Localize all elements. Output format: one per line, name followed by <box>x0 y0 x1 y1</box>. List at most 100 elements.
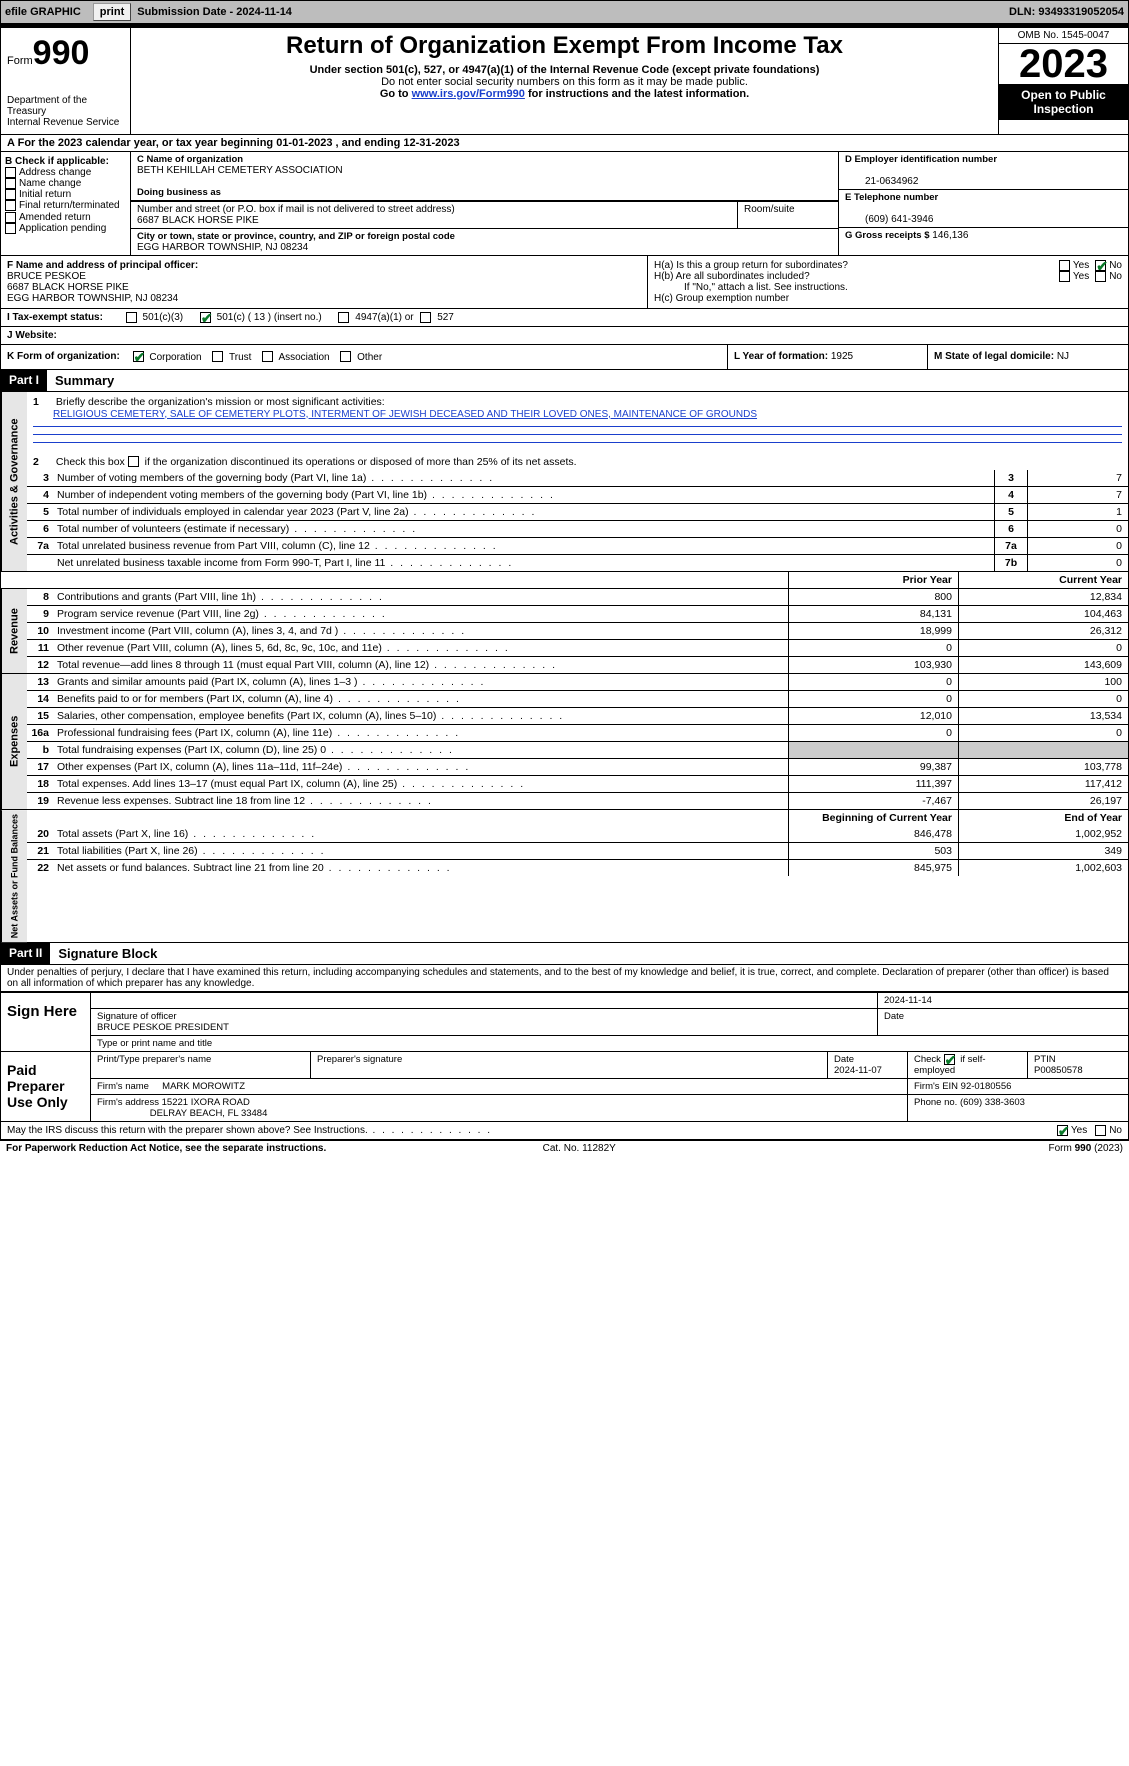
date-label: Date <box>878 1009 1128 1035</box>
gross-receipts-label: G Gross receipts $ <box>845 230 929 241</box>
hb-yes[interactable]: Yes <box>1059 271 1089 282</box>
officer-addr2: EGG HARBOR TOWNSHIP, NJ 08234 <box>7 293 178 304</box>
end-year-hdr: End of Year <box>958 810 1128 826</box>
ha-yes[interactable]: Yes <box>1059 260 1089 271</box>
line-22: 22Net assets or fund balances. Subtract … <box>27 859 1128 876</box>
prep-print-label: Print/Type preparer's name <box>91 1052 311 1078</box>
firm-ein-label: Firm's EIN <box>914 1081 958 1092</box>
period-text: For the 2023 calendar year, or tax year … <box>18 137 460 149</box>
ha-label: H(a) Is this a group return for subordin… <box>654 260 1059 271</box>
ein: 21-0634962 <box>845 176 1122 187</box>
form990-link[interactable]: www.irs.gov/Form990 <box>412 88 525 100</box>
dba-label: Doing business as <box>137 187 832 198</box>
line-8: 8Contributions and grants (Part VIII, li… <box>27 589 1128 605</box>
prior-current-header: Prior Year Current Year <box>0 572 1129 589</box>
part1-header: Part I Summary <box>0 370 1129 392</box>
type-print-label: Type or print name and title <box>91 1036 1128 1051</box>
firm-addr1: 15221 IXORA ROAD <box>162 1097 250 1108</box>
tab-revenue: Revenue <box>1 589 27 673</box>
box-h: H(a) Is this a group return for subordin… <box>648 256 1128 308</box>
part2-title: Signature Block <box>50 943 1128 964</box>
discuss-yes[interactable]: Yes <box>1057 1125 1087 1136</box>
hb-no[interactable]: No <box>1095 271 1122 282</box>
form-footer: Form 990 (2023) <box>1049 1143 1123 1154</box>
part1-badge: Part I <box>1 370 47 391</box>
box-m: M State of legal domicile: NJ <box>928 345 1128 368</box>
chk-final-return[interactable]: Final return/terminated <box>5 200 126 211</box>
efile-label: efile GRAPHIC <box>5 6 81 18</box>
line-11: 11Other revenue (Part VIII, column (A), … <box>27 639 1128 656</box>
website-label: J Website: <box>7 330 57 341</box>
begin-year-hdr: Beginning of Current Year <box>788 810 958 826</box>
box-b-label: B Check if applicable: <box>5 156 126 167</box>
form-990: 990 <box>33 34 90 72</box>
klm-row: K Form of organization: Corporation Trus… <box>0 345 1129 369</box>
hb-note: If "No," attach a list. See instructions… <box>654 282 1122 293</box>
form-header: Form990 Department of the Treasury Inter… <box>0 28 1129 135</box>
domicile: NJ <box>1057 351 1069 362</box>
discuss-no[interactable]: No <box>1095 1125 1122 1136</box>
chk-association[interactable]: Association <box>262 352 329 363</box>
sign-here-label: Sign Here <box>1 993 91 1051</box>
topbar: efile GRAPHIC print Submission Date - 20… <box>0 0 1129 24</box>
print-button[interactable]: print <box>93 3 131 21</box>
submission-date: Submission Date - 2024-11-14 <box>137 6 292 18</box>
chk-name-change[interactable]: Name change <box>5 178 126 189</box>
chk-address-change[interactable]: Address change <box>5 167 126 178</box>
line-13: 13Grants and similar amounts paid (Part … <box>27 674 1128 690</box>
line-15: 15Salaries, other compensation, employee… <box>27 707 1128 724</box>
tax-year: 2023 <box>999 44 1128 84</box>
prior-year-hdr: Prior Year <box>788 572 958 588</box>
line-9: 9Program service revenue (Part VIII, lin… <box>27 605 1128 622</box>
goto-pre: Go to <box>380 88 412 100</box>
officer-addr1: 6687 BLACK HORSE PIKE <box>7 282 129 293</box>
chk-app-pending[interactable]: Application pending <box>5 223 126 234</box>
chk-initial-return[interactable]: Initial return <box>5 189 126 200</box>
line-10: 10Investment income (Part VIII, column (… <box>27 622 1128 639</box>
summary-line-7b: Net unrelated business taxable income fr… <box>27 554 1128 571</box>
firm-addr2: DELRAY BEACH, FL 33484 <box>150 1108 268 1119</box>
prep-date-label: Date <box>834 1054 854 1065</box>
ptin: P00850578 <box>1034 1065 1083 1076</box>
chk-discontinued[interactable] <box>128 456 139 467</box>
chk-501c[interactable]: 501(c) ( 13 ) (insert no.) <box>200 312 322 323</box>
irs-label: Internal Revenue Service <box>7 117 124 128</box>
line-18: 18Total expenses. Add lines 13–17 (must … <box>27 775 1128 792</box>
officer-label: F Name and address of principal officer: <box>7 260 198 271</box>
chk-4947[interactable]: 4947(a)(1) or <box>338 312 413 323</box>
chk-self-employed[interactable] <box>944 1054 955 1065</box>
chk-amended[interactable]: Amended return <box>5 212 126 223</box>
line-12: 12Total revenue—add lines 8 through 11 (… <box>27 656 1128 673</box>
firm-ein: 92-0180556 <box>961 1081 1012 1092</box>
sign-date: 2024-11-14 <box>878 993 1128 1008</box>
tab-netassets: Net Assets or Fund Balances <box>1 810 27 942</box>
mission-text: RELIGIOUS CEMETERY, SALE OF CEMETERY PLO… <box>53 409 757 420</box>
chk-527[interactable]: 527 <box>420 312 453 323</box>
chk-corporation[interactable]: Corporation <box>133 352 202 363</box>
line-20: 20Total assets (Part X, line 16)846,4781… <box>27 826 1128 842</box>
box-b: B Check if applicable: Address change Na… <box>1 152 131 255</box>
subtitle-2: Do not enter social security numbers on … <box>139 76 990 88</box>
ha-no[interactable]: No <box>1095 260 1122 271</box>
chk-trust[interactable]: Trust <box>212 352 251 363</box>
current-year-hdr: Current Year <box>958 572 1128 588</box>
officer-group-block: F Name and address of principal officer:… <box>0 256 1129 309</box>
year-formation-label: L Year of formation: <box>734 351 828 362</box>
officer-sign-name: BRUCE PESKOE PRESIDENT <box>97 1022 229 1033</box>
firm-phone-label: Phone no. <box>914 1097 957 1108</box>
line-b: bTotal fundraising expenses (Part IX, co… <box>27 741 1128 758</box>
line-21: 21Total liabilities (Part X, line 26)503… <box>27 842 1128 859</box>
mission-label: Briefly describe the organization's miss… <box>56 396 385 408</box>
ptin-label: PTIN <box>1034 1054 1056 1065</box>
chk-other[interactable]: Other <box>340 352 382 363</box>
part1-title: Summary <box>47 370 1128 391</box>
paid-preparer-label: Paid Preparer Use Only <box>1 1052 91 1121</box>
cat-no: Cat. No. 11282Y <box>543 1143 616 1154</box>
open-public: Open to Public Inspection <box>999 84 1128 120</box>
street-address: 6687 BLACK HORSE PIKE <box>137 215 731 226</box>
chk-501c3[interactable]: 501(c)(3) <box>126 312 183 323</box>
self-employed-cell: Check if self-employed <box>908 1052 1028 1078</box>
city-state-zip: EGG HARBOR TOWNSHIP, NJ 08234 <box>137 242 832 253</box>
tax-exempt-row: I Tax-exempt status: 501(c)(3) 501(c) ( … <box>0 309 1129 327</box>
taxexempt-label: I Tax-exempt status: <box>7 312 103 323</box>
